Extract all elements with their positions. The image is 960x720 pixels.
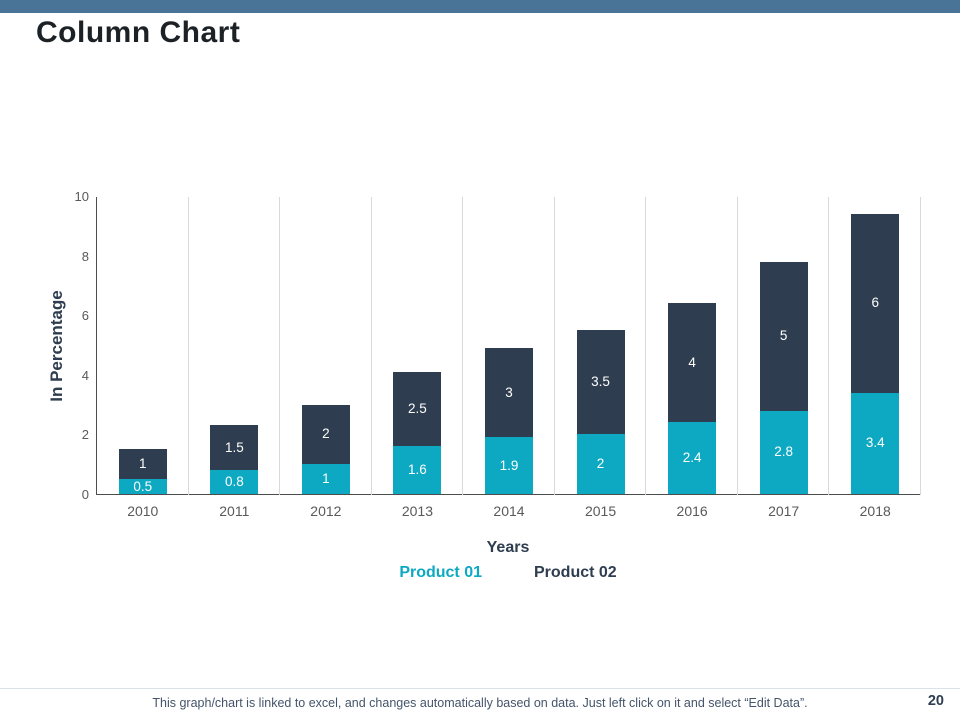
- gridline: [736, 197, 738, 495]
- bar-label: 3.4: [865, 435, 885, 451]
- bar-stack: 1.6 2.5: [393, 371, 442, 494]
- chart-legend: Product 01 Product 02: [96, 564, 920, 582]
- bar-label: 6: [871, 295, 879, 311]
- bar-stack: 2.4 4: [668, 303, 717, 494]
- y-tick-label: 0: [81, 487, 89, 502]
- bar-segment: 1.6: [393, 446, 442, 494]
- footer-divider: [0, 688, 960, 689]
- bar-label: 2.8: [774, 444, 794, 460]
- gridline: [645, 197, 647, 495]
- footer-note: This graph/chart is linked to excel, and…: [152, 696, 808, 710]
- bar-segment: 2.4: [668, 422, 717, 494]
- gridline: [828, 197, 830, 495]
- gridline: [553, 197, 555, 495]
- page-number: 20: [927, 693, 944, 709]
- x-tick-label: 2013: [401, 503, 434, 519]
- bar-stack: 3.4 6: [851, 213, 900, 494]
- bar-label: 1.9: [499, 457, 519, 473]
- bar-label: 1: [322, 471, 330, 487]
- page-title: Column Chart: [36, 16, 241, 49]
- y-tick-label: 4: [81, 367, 89, 383]
- bar-segment: 1: [301, 464, 350, 494]
- y-tick-label: 10: [74, 189, 89, 204]
- bar-label: 2.4: [682, 450, 702, 466]
- bar-segment: 1: [118, 449, 167, 480]
- x-tick-label: 2011: [219, 503, 250, 519]
- y-tick-label: 6: [81, 308, 89, 324]
- bar-label: 2.5: [408, 401, 427, 417]
- x-tick-label: 2012: [310, 503, 342, 519]
- y-axis-title: In Percentage: [47, 290, 66, 402]
- slide-accent-bar: [0, 0, 960, 13]
- bar-label: 3.5: [591, 374, 610, 390]
- x-tick-label: 2016: [676, 503, 708, 519]
- bar-segment: 5: [759, 261, 808, 411]
- gridline: [920, 197, 921, 495]
- bar-label: 2: [596, 456, 605, 472]
- y-tick-label: 2: [81, 427, 89, 443]
- legend-item-product-01: Product 01: [399, 564, 482, 581]
- bar-label: 2: [322, 426, 330, 442]
- bar-segment: 3: [485, 348, 533, 438]
- bar-label: 0.8: [224, 474, 244, 490]
- bar-segment: 1.5: [210, 425, 259, 471]
- x-tick-label: 2017: [768, 503, 800, 519]
- bar-label: 1: [139, 456, 147, 472]
- bar-segment: 3.4: [851, 392, 900, 494]
- bar-segment: 0.5: [118, 478, 167, 494]
- bar-label: 4: [688, 354, 696, 370]
- gridline: [279, 197, 281, 495]
- bar-stack: 2.8 5: [759, 261, 808, 494]
- y-tick-label: 8: [81, 248, 89, 264]
- x-tick-label: 2014: [493, 503, 525, 519]
- bar-segment: 2: [301, 404, 350, 465]
- x-tick-label: 2010: [127, 503, 159, 519]
- bar-label: 0.5: [133, 478, 153, 494]
- x-tick-label: 2018: [859, 503, 891, 519]
- bar-label: 3: [505, 384, 513, 400]
- bar-segment: 4: [668, 303, 717, 423]
- bar-segment: 6: [851, 213, 900, 393]
- bar-segment: 2: [576, 434, 625, 494]
- bar-label: 1.5: [224, 439, 244, 455]
- gridline: [370, 197, 372, 495]
- bar-stack: 0.8 1.5: [210, 425, 259, 494]
- bar-label: 1.6: [408, 462, 427, 478]
- x-axis-title: Years: [486, 539, 530, 556]
- bar-segment: 2.8: [759, 410, 808, 494]
- x-tick-label: 2015: [584, 503, 617, 519]
- bar-segment: 3.5: [576, 330, 625, 435]
- bar-segment: 1.9: [485, 437, 533, 494]
- bar-segment: 2.5: [393, 371, 442, 447]
- plot-area[interactable]: 0 2 4 6 8 10 2010 2011 2012 2013 2014 2015 2016 2017 2…: [75, 189, 921, 519]
- gridline: [462, 197, 464, 495]
- bar-segment: 0.8: [210, 470, 259, 494]
- bar-label: 5: [779, 328, 788, 344]
- bar-stack: 2 3.5: [576, 330, 625, 494]
- bar-stack: 1.9 3: [485, 348, 533, 494]
- bar-stack: 0.5 1: [118, 449, 167, 494]
- legend-item-product-02: Product 02: [534, 564, 617, 581]
- gridline: [187, 197, 189, 495]
